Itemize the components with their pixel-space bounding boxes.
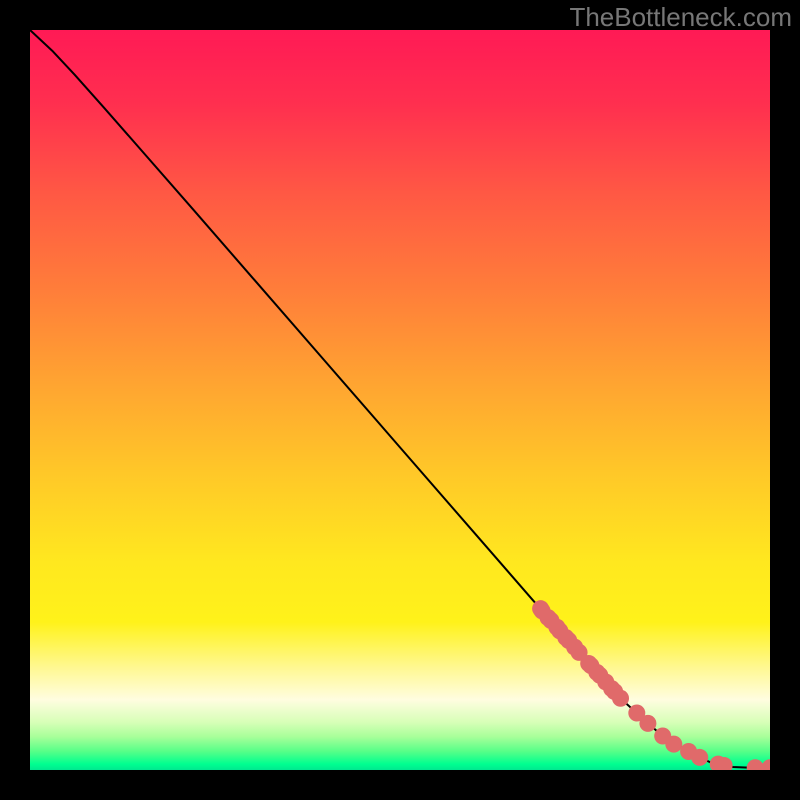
watermark-text: TheBottleneck.com bbox=[569, 2, 792, 33]
chart-plot bbox=[30, 30, 770, 770]
chart-stage: TheBottleneck.com bbox=[0, 0, 800, 800]
